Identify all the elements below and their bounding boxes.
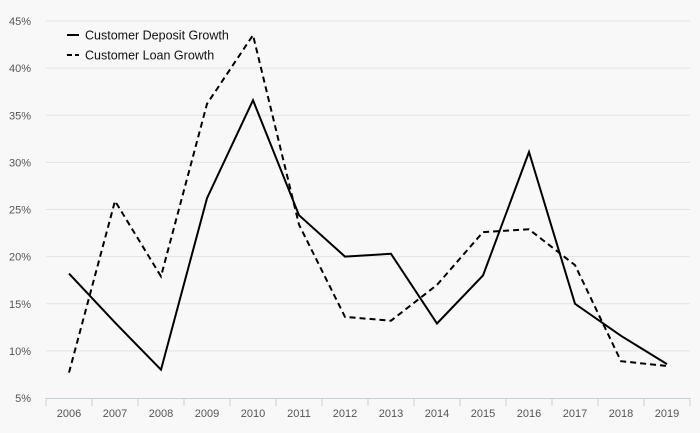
y-tick-label: 20% bbox=[9, 252, 31, 264]
x-tick-label: 2006 bbox=[57, 408, 81, 420]
x-axis: 2006 2007 2008 2009 2010 2011 2012 2013 2014 2015… bbox=[45, 398, 691, 420]
series-layer bbox=[68, 32, 668, 373]
series-line-customer-deposit-growth bbox=[68, 97, 668, 372]
y-tick-label: 40% bbox=[9, 63, 31, 75]
y-tick-label: 30% bbox=[9, 157, 31, 169]
legend: Customer Deposit Growth Customer Loan Gro… bbox=[67, 29, 229, 63]
x-tick-label: 2007 bbox=[103, 408, 127, 420]
x-tick-label: 2015 bbox=[471, 408, 495, 420]
x-tick-label: 2013 bbox=[379, 408, 403, 420]
y-tick-label: 45% bbox=[9, 16, 31, 28]
x-tick-label: 2014 bbox=[425, 408, 449, 420]
series-line-customer-loan-growth bbox=[68, 32, 668, 373]
legend-label: Customer Deposit Growth bbox=[85, 29, 229, 43]
y-tick-label: 10% bbox=[9, 346, 31, 358]
x-tick-label: 2012 bbox=[333, 408, 357, 420]
y-axis: 5% 10% 15% 20% 25% 30% 35% 40% 45% bbox=[9, 16, 31, 405]
y-tick-label: 25% bbox=[9, 205, 31, 217]
x-tick-label: 2009 bbox=[195, 408, 219, 420]
x-tick-label: 2010 bbox=[241, 408, 265, 420]
y-tick-label: 35% bbox=[9, 110, 31, 122]
x-tick-label: 2019 bbox=[655, 408, 679, 420]
x-tick-label: 2016 bbox=[517, 408, 541, 420]
y-tick-label: 15% bbox=[9, 299, 31, 311]
y-tick-label: 5% bbox=[15, 393, 31, 405]
x-tick-label: 2008 bbox=[149, 408, 173, 420]
legend-label: Customer Loan Growth bbox=[85, 49, 214, 63]
x-tick-label: 2017 bbox=[563, 408, 587, 420]
grid-layer bbox=[46, 20, 690, 352]
x-tick-label: 2011 bbox=[287, 408, 311, 420]
x-tick-label: 2018 bbox=[609, 408, 633, 420]
